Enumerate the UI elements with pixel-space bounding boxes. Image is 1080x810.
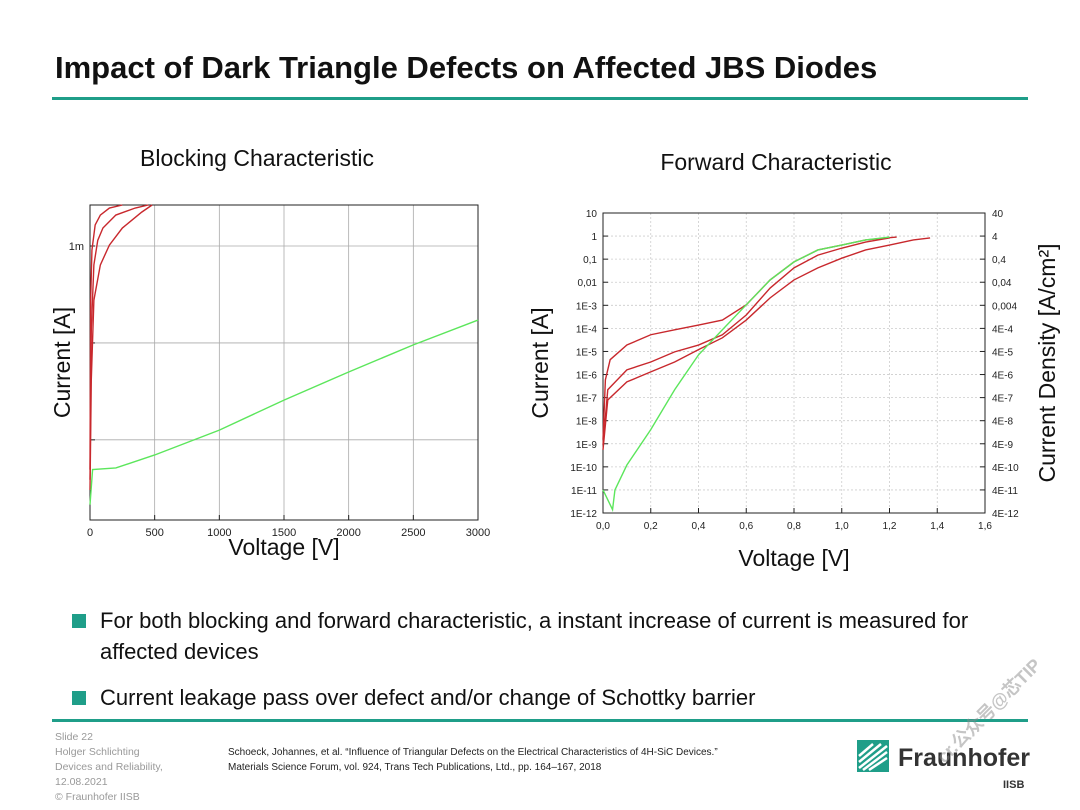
x-tick-label: 500 (145, 527, 163, 539)
y2-tick-label: 0,004 (992, 301, 1017, 312)
y-tick-label: 0,01 (578, 278, 598, 289)
data-line (89, 204, 153, 491)
x-tick-label: 0,4 (692, 521, 706, 532)
y-tick-label: 0,1 (583, 255, 597, 266)
x-tick-label: 1,6 (978, 521, 992, 532)
y-tick-label: 1E-11 (571, 486, 597, 497)
charts: Blocking Characteristic Voltage [V] Curren… (49, 145, 1060, 571)
y2-tick-label: 4E-7 (992, 394, 1014, 405)
y2-tick-label: 4E-5 (992, 347, 1014, 358)
x-tick-label: 0,2 (644, 521, 658, 532)
logo-text: Fraunhofer (898, 744, 1030, 772)
y2-tick-label: 0,4 (992, 255, 1006, 266)
department: Devices and Reliability, (55, 761, 163, 773)
bullet: Current leakage pass over defect and/or … (72, 682, 1012, 713)
y2-tick-label: 4E-12 (992, 509, 1019, 520)
logo-sub: IISB (1003, 779, 1025, 791)
y-tick-label: 1E-3 (576, 301, 598, 312)
chart-title: Blocking Characteristic (140, 145, 374, 171)
y2-tick-label: 4E-8 (992, 417, 1014, 428)
y-axis-label: Current [A] (527, 307, 553, 418)
x-tick-label: 2000 (336, 527, 360, 539)
x-tick-label: 2500 (401, 527, 425, 539)
data-line (602, 237, 931, 450)
y2-tick-label: 4E-6 (992, 371, 1014, 382)
y-tick-label: 10 (586, 209, 598, 220)
footer-rule (52, 719, 1028, 722)
y2-axis-label: Current Density [A/cm²] (1034, 244, 1060, 483)
x-axis-label: Voltage [V] (738, 545, 849, 571)
y2-tick-label: 0,04 (992, 278, 1012, 289)
x-tick-label: 1,2 (883, 521, 897, 532)
x-tick-label: 0,0 (596, 521, 610, 532)
slide-title: Impact of Dark Triangle Defects on Affec… (55, 50, 878, 85)
x-tick-label: 1,0 (835, 521, 849, 532)
y2-tick-label: 4E-10 (992, 463, 1019, 474)
y-tick-label: 1 (591, 232, 597, 243)
plot-frame (602, 212, 986, 514)
data-line (602, 236, 890, 513)
data-line (89, 319, 479, 505)
x-axis-label: Voltage [V] (228, 534, 339, 560)
y-tick-label: 1E-6 (576, 371, 598, 382)
y-tick-label: 1E-8 (576, 417, 598, 428)
reference-line: Materials Science Forum, vol. 924, Trans… (228, 762, 602, 773)
reference: Schoeck, Johannes, et al. “Influence of … (228, 745, 718, 775)
y-tick-label: 1E-4 (576, 324, 598, 335)
y2-tick-label: 4E-11 (992, 486, 1018, 497)
y-tick-label: 1E-7 (576, 394, 598, 405)
data-line (89, 204, 123, 470)
chart-title: Forward Characteristic (660, 149, 891, 175)
bullet: For both blocking and forward characteri… (72, 605, 1012, 667)
y-tick-label: 1E-10 (570, 463, 597, 474)
x-tick-label: 0 (87, 527, 93, 539)
logo-icon (857, 740, 889, 772)
y-tick-label: 1m (69, 241, 84, 253)
x-tick-label: 1500 (272, 527, 296, 539)
data-line (89, 204, 149, 480)
y-tick-label: 1E-5 (576, 347, 598, 358)
reference-line: Schoeck, Johannes, et al. “Influence of … (228, 747, 718, 758)
slide-number: Slide 22 (55, 731, 93, 743)
title-rule (52, 97, 1028, 100)
x-tick-label: 0,8 (787, 521, 801, 532)
y2-tick-label: 40 (992, 209, 1004, 220)
x-tick-label: 1,4 (930, 521, 944, 532)
y2-tick-label: 4E-9 (992, 440, 1014, 451)
footer-info: Slide 22 Holger Schlichting Devices and … (55, 730, 163, 805)
y-tick-label: 1E-9 (576, 440, 598, 451)
x-tick-label: 0,6 (739, 521, 753, 532)
y-axis-label: Current [A] (49, 307, 75, 418)
x-tick-label: 3000 (466, 527, 490, 539)
date: 12.08.2021 (55, 776, 108, 788)
y2-tick-label: 4 (992, 232, 998, 243)
x-tick-label: 1000 (207, 527, 231, 539)
data-line (602, 237, 890, 445)
data-line (602, 236, 897, 440)
copyright: © Fraunhofer IISB (55, 791, 140, 803)
author: Holger Schlichting (55, 746, 140, 758)
y-tick-label: 1E-12 (570, 509, 597, 520)
y2-tick-label: 4E-4 (992, 324, 1014, 335)
